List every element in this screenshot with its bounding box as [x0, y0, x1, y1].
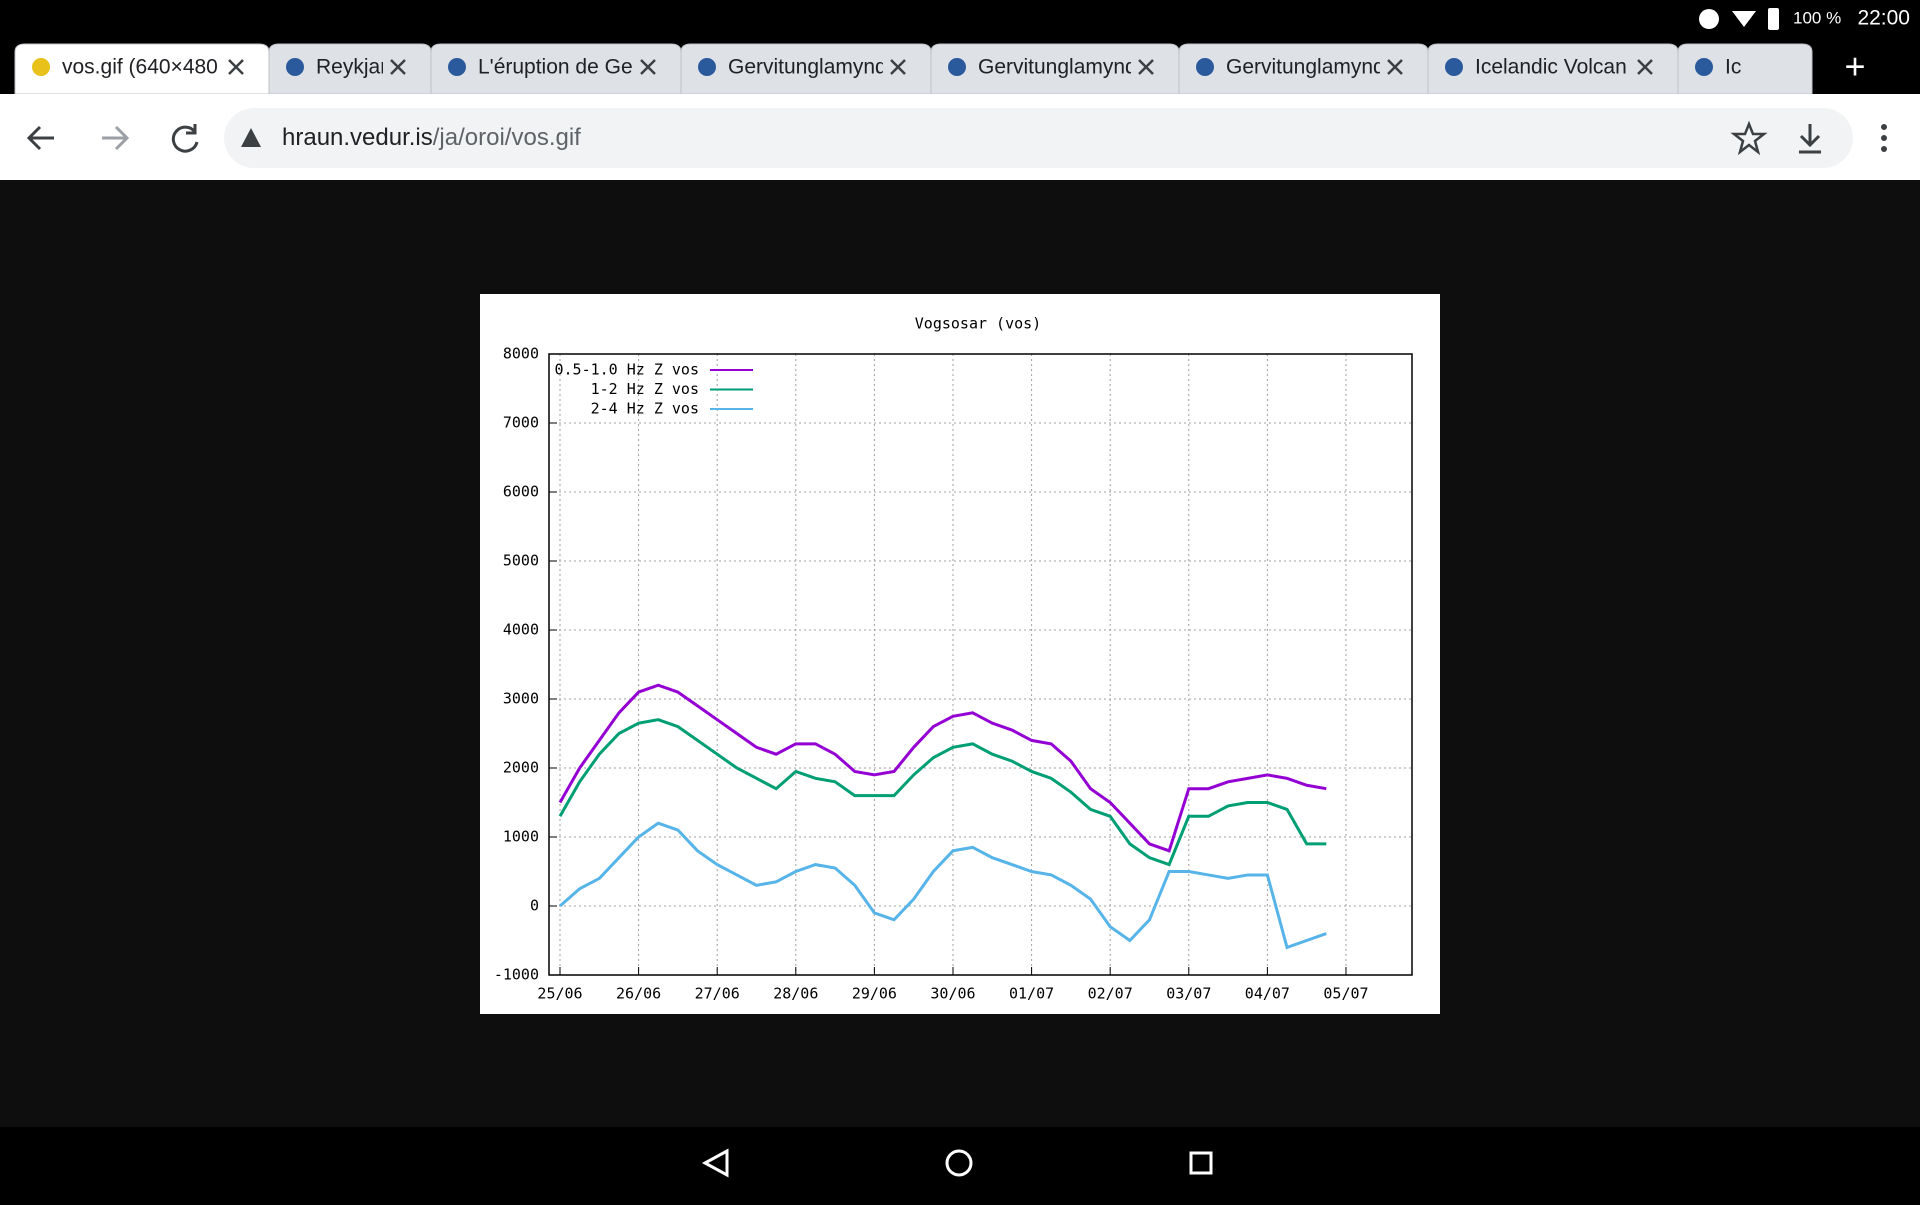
tab-favicon	[448, 58, 466, 76]
x-tick-label: 26/06	[616, 985, 661, 1003]
nav-back[interactable]	[701, 1148, 729, 1178]
warning-icon	[241, 128, 261, 147]
tab[interactable]: Gervitunglamynd	[680, 43, 932, 95]
tab-title: vos.gif (640×480	[62, 56, 218, 79]
nav-home[interactable]	[945, 1149, 973, 1177]
forward-button[interactable]	[102, 125, 130, 151]
tab-favicon	[1445, 58, 1463, 76]
x-tick-label: 05/07	[1323, 985, 1368, 1003]
x-tick-label: 02/07	[1088, 985, 1133, 1003]
legend-label: 0.5-1.0 Hz Z vos	[555, 361, 700, 379]
series-line	[559, 821, 1327, 950]
tab-title: Icelandic Volcan	[1475, 56, 1627, 79]
plot-frame	[548, 353, 1413, 976]
x-tick-label: 28/06	[773, 985, 818, 1003]
tab[interactable]: Gervitunglamynd	[1178, 43, 1429, 95]
clock: 22:00	[1857, 7, 1910, 30]
dnd-icon	[1699, 9, 1719, 29]
battery-icon	[1768, 8, 1779, 30]
plot: -1000 0 1000 2000 3000 4000 5000 6000 7000 8000 25…	[494, 345, 1413, 1003]
url-host: hraun.vedur.is	[282, 124, 433, 151]
tab-close[interactable]	[640, 59, 656, 75]
nav-recents[interactable]	[1189, 1151, 1213, 1175]
tab[interactable]: Icelandic Volcan	[1427, 43, 1679, 95]
x-tick-label: 25/06	[537, 985, 582, 1003]
x-tick-label: 30/06	[930, 985, 975, 1003]
new-tab-button[interactable]: +	[1844, 46, 1865, 87]
tab[interactable]: vos.gif (640×480	[14, 43, 270, 95]
chart-title: Vogsosar (vos)	[915, 315, 1041, 333]
reload-button[interactable]	[171, 124, 199, 153]
omnibox[interactable]	[224, 108, 1853, 168]
tab-shape	[1677, 43, 1813, 95]
series-line	[558, 718, 1327, 867]
tab-title: Reykjan	[316, 56, 392, 79]
y-tick-label: 5000	[503, 552, 539, 570]
tab[interactable]: Reykjan	[268, 43, 432, 95]
tab-favicon	[32, 58, 50, 76]
tab-close[interactable]	[1138, 59, 1154, 75]
nav-bar	[0, 1127, 1920, 1200]
x-tick-label: 04/07	[1245, 985, 1290, 1003]
y-tick-label: 8000	[503, 345, 539, 363]
tab-close[interactable]	[390, 59, 406, 75]
tab-title: L'éruption de Gel	[478, 56, 637, 79]
tab-title: Gervitunglamynd	[1226, 56, 1385, 79]
x-tick-label: 01/07	[1009, 985, 1054, 1003]
legend-label: 2-4 Hz Z vos	[591, 400, 699, 418]
tab-favicon	[698, 58, 716, 76]
tabs: vos.gif (640×480 Reykjan L'éruption de Gel…	[14, 43, 1813, 95]
y-tick-label: 0	[530, 897, 539, 915]
y-tick-label: 6000	[503, 483, 539, 501]
back-button[interactable]	[26, 125, 54, 151]
legend-label: 1-2 Hz Z vos	[591, 380, 699, 398]
download-button[interactable]	[1799, 124, 1821, 154]
y-tick-label: -1000	[494, 966, 539, 984]
y-tick-label: 3000	[503, 690, 539, 708]
y-tick-label: 7000	[503, 414, 539, 432]
tab-close[interactable]	[1387, 59, 1403, 75]
tab-title: Ic	[1725, 56, 1741, 79]
x-tick-label: 29/06	[852, 985, 897, 1003]
tab-favicon	[1695, 58, 1713, 76]
tab-title: Gervitunglamynd	[728, 56, 887, 79]
y-tick-label: 4000	[503, 621, 539, 639]
status-bar	[0, 0, 1920, 39]
tab[interactable]: Gervitunglamynd	[930, 43, 1180, 95]
bookmark-button[interactable]	[1730, 120, 1768, 156]
x-tick-label: 03/07	[1166, 985, 1211, 1003]
menu-button[interactable]	[1881, 124, 1887, 152]
tab-favicon	[948, 58, 966, 76]
y-tick-label: 2000	[503, 759, 539, 777]
tab-title: Gervitunglamynd	[978, 56, 1137, 79]
tab[interactable]: Ic	[1677, 43, 1813, 95]
battery-text: 100 %	[1793, 8, 1841, 27]
series-line	[558, 683, 1327, 853]
chart-image	[480, 294, 1440, 1014]
wifi-icon	[1732, 11, 1756, 27]
tab-favicon	[1196, 58, 1214, 76]
x-tick-label: 27/06	[695, 985, 740, 1003]
tab-close[interactable]	[890, 59, 906, 75]
tab-favicon	[286, 58, 304, 76]
tab[interactable]: L'éruption de Gel	[430, 43, 682, 95]
tab-close[interactable]	[1637, 59, 1653, 75]
url-path: /ja/oroi/vos.gif	[433, 124, 581, 151]
y-tick-label: 1000	[503, 828, 539, 846]
tab-close[interactable]	[228, 59, 244, 75]
url: hraun.vedur.is/ja/oroi/vos.gif	[282, 124, 581, 151]
